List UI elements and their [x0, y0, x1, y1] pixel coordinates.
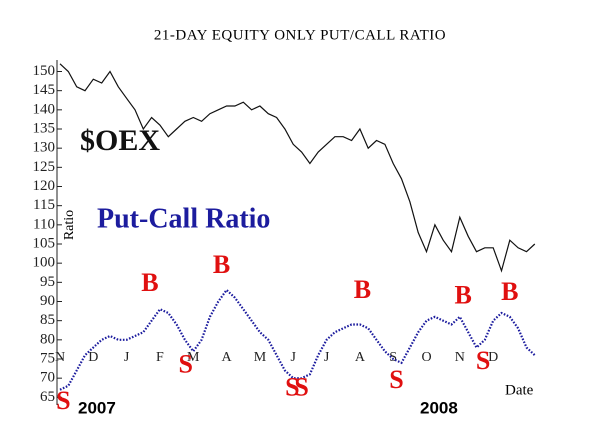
x-tick-label: M [187, 350, 200, 365]
x-tick-label: A [222, 350, 233, 365]
legend-entry: $OEX [80, 124, 160, 157]
y-tick-label: 90 [40, 293, 55, 309]
y-axis-label: Ratio [62, 210, 77, 240]
annotation: B [501, 277, 518, 306]
y-tick-label: 115 [33, 197, 55, 213]
x-tick-label: D [88, 350, 98, 365]
x-tick-label: J [124, 350, 130, 365]
y-tick-label: 135 [33, 120, 56, 136]
y-tick-label: 65 [40, 389, 55, 405]
y-tick-label: 120 [33, 178, 56, 194]
x-axis-label: Date [505, 382, 534, 398]
annotation: S [179, 350, 193, 379]
y-tick-label: 130 [33, 140, 56, 156]
annotation: B [455, 281, 472, 310]
y-tick-label: 70 [40, 370, 55, 386]
x-tick-label: D [488, 350, 498, 365]
y-tick-label: 110 [33, 216, 55, 232]
y-tick-label: 75 [40, 350, 55, 366]
legend-entry: Put-Call Ratio [97, 203, 270, 234]
x-tick-label: N [55, 350, 65, 365]
y-tick-label: 145 [33, 82, 56, 98]
x-tick-label: J [291, 350, 297, 365]
y-tick-label: 85 [40, 312, 55, 328]
chart-title: 21-DAY EQUITY ONLY PUT/CALL RATIO [154, 27, 446, 43]
line-series [59, 63, 536, 273]
y-tick-label: 150 [33, 63, 56, 79]
x-tick-label: F [156, 350, 164, 365]
annotation: B [354, 275, 371, 304]
line-series [59, 288, 536, 391]
y-tick-label: 95 [40, 274, 55, 290]
x-tick-label: A [355, 350, 366, 365]
annotation: S [285, 373, 299, 402]
year-label: 2008 [420, 398, 458, 417]
annotation: S [389, 365, 403, 394]
y-tick-label: 125 [33, 159, 56, 175]
y-tick-label: 80 [40, 331, 55, 347]
y-tick-label: 105 [33, 235, 56, 251]
x-tick-label: O [421, 350, 431, 365]
annotation: S [476, 346, 490, 375]
x-tick-label: M [254, 350, 267, 365]
year-label: 2007 [78, 398, 116, 417]
x-tick-label: J [324, 350, 330, 365]
y-tick-label: 140 [33, 101, 56, 117]
annotation: B [213, 250, 230, 279]
y-tick-label: 100 [33, 255, 56, 271]
annotation: S [56, 386, 70, 415]
annotation: S [294, 373, 308, 402]
x-tick-label: N [455, 350, 465, 365]
annotation: B [141, 268, 158, 297]
